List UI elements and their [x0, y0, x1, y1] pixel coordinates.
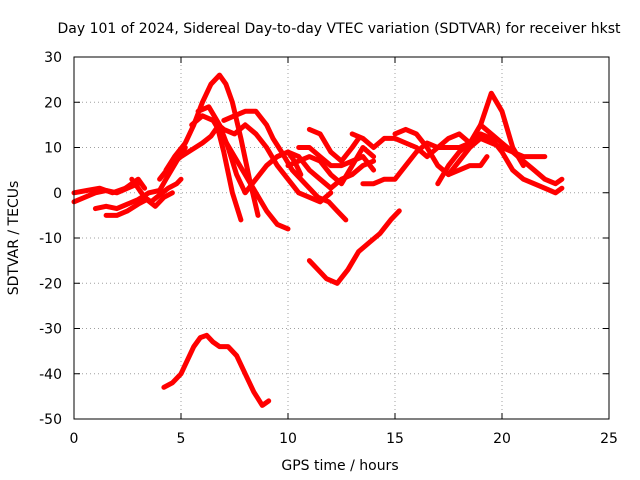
series-line-arc-18 [360, 140, 462, 187]
y-tick-label: 0 [53, 186, 62, 202]
y-tick-label: -30 [39, 322, 62, 338]
chart-title: Day 101 of 2024, Sidereal Day-to-day VTE… [58, 21, 621, 37]
series-line-arc-12 [274, 149, 377, 191]
x-tick-label: 20 [493, 431, 511, 447]
series-line-arc-13 [285, 145, 377, 187]
series-line-arc-15 [306, 126, 362, 164]
series-line-arc-17 [349, 131, 473, 160]
y-axis: 30 20 10 0 -10 -20 -30 -40 -50 [39, 50, 609, 428]
x-tick-label: 10 [279, 431, 297, 447]
series-line-arc-10 [210, 117, 334, 205]
series-group [71, 72, 565, 408]
series-line-arc-6 [157, 124, 244, 223]
series-line-arc-23 [478, 122, 565, 187]
y-tick-label: -20 [39, 276, 62, 292]
y-tick-label: 10 [44, 141, 62, 157]
x-axis-label: GPS time / hours [281, 458, 398, 474]
x-tick-label: 25 [600, 431, 618, 447]
series-line-arc-8 [189, 113, 291, 232]
x-tick-label: 5 [177, 431, 186, 447]
y-tick-label: 30 [44, 50, 62, 66]
x-axis: 0 5 10 15 20 25 [70, 57, 618, 447]
series-line-arc-22 [456, 131, 565, 196]
y-tick-label: 20 [44, 95, 62, 111]
series-line-arc-24 [161, 332, 272, 408]
series-line-arc-5 [129, 176, 184, 205]
series-line-arc-7 [163, 72, 261, 218]
plot-frame [73, 56, 610, 420]
y-tick-label: -40 [39, 367, 62, 383]
series-line-arc-16 [306, 208, 402, 286]
y-tick-label: -50 [39, 412, 62, 428]
y-axis-label: SDTVAR / TECUs [6, 181, 22, 296]
series-line-arc-14 [296, 145, 377, 173]
x-tick-label: 0 [70, 431, 79, 447]
x-tick-label: 15 [386, 431, 404, 447]
series-line-arc-4 [103, 190, 175, 218]
series-line-arc-11 [221, 108, 349, 223]
grid [74, 57, 609, 419]
series-line-arc-2 [71, 176, 148, 196]
y-tick-label: -10 [39, 231, 62, 247]
